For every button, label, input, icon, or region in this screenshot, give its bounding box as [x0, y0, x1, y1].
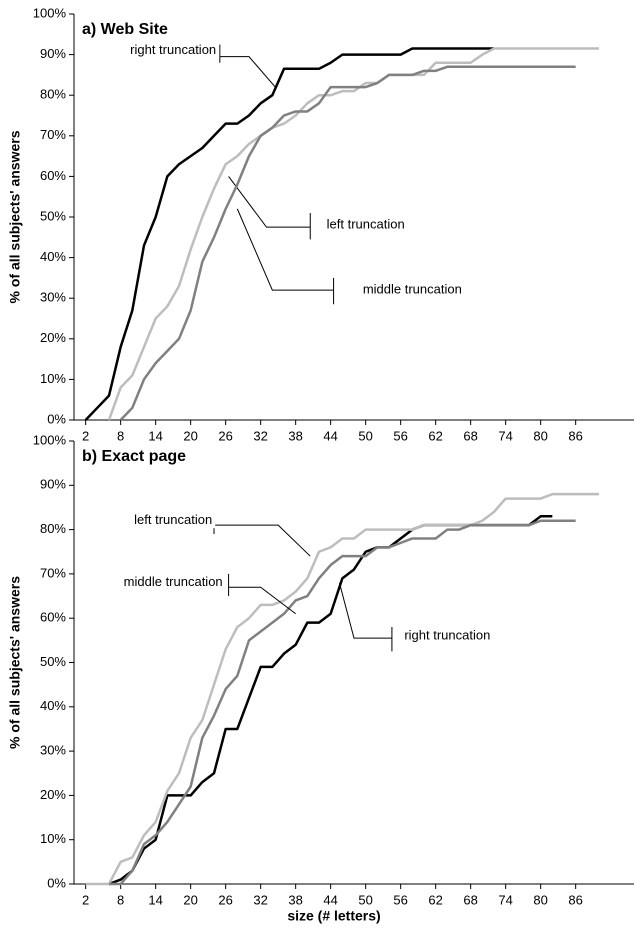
series-line — [85, 492, 599, 886]
x-tick-label: 14 — [148, 892, 162, 907]
y-tick-label: 100% — [33, 5, 67, 20]
y-tick-label: 10% — [40, 371, 66, 386]
x-tick-label: 26 — [218, 428, 232, 443]
x-tick-label: 56 — [393, 428, 407, 443]
x-tick-label: 74 — [498, 892, 512, 907]
x-tick-label: 26 — [218, 892, 232, 907]
series-line — [108, 515, 553, 886]
series-line — [107, 47, 599, 421]
series-line — [109, 519, 576, 886]
chart-title: a) Web Site — [82, 21, 168, 38]
x-tick-label: 62 — [428, 892, 442, 907]
annotation-leader — [213, 511, 311, 557]
x-tick-label: 68 — [463, 428, 477, 443]
y-tick-label: 50% — [40, 208, 66, 223]
annotation-label: middle truncation — [363, 282, 462, 297]
x-tick-label: 86 — [568, 428, 582, 443]
annotation-label: left truncation — [327, 217, 405, 232]
x-tick-label: 50 — [358, 428, 372, 443]
y-tick-label: 80% — [40, 521, 66, 536]
x-tick-label: 80 — [533, 428, 547, 443]
x-tick-label: 44 — [323, 428, 337, 443]
y-tick-label: 40% — [40, 249, 66, 264]
series-line — [119, 65, 576, 421]
y-tick-label: 70% — [40, 565, 66, 580]
x-tick-label: 14 — [148, 428, 162, 443]
y-tick-label: 20% — [40, 330, 66, 345]
x-axis-title: size (# letters) — [287, 908, 380, 924]
y-tick-label: 60% — [40, 168, 66, 183]
annotation-label: left truncation — [134, 512, 212, 527]
x-tick-label: 50 — [358, 892, 372, 907]
x-tick-label: 38 — [288, 428, 302, 443]
y-axis-title: % of all subjects' answers — [7, 576, 23, 749]
annotation-leader — [236, 208, 335, 305]
x-tick-label: 38 — [288, 892, 302, 907]
x-tick-label: 56 — [393, 892, 407, 907]
y-tick-label: 30% — [40, 290, 66, 305]
annotation-background — [323, 215, 408, 233]
x-tick-label: 8 — [117, 428, 124, 443]
y-tick-label: 60% — [40, 610, 66, 625]
y-tick-label: 70% — [40, 127, 66, 142]
x-tick-label: 32 — [253, 428, 267, 443]
annotation-label: right truncation — [130, 42, 216, 57]
annotation-label: right truncation — [404, 627, 490, 642]
y-tick-label: 30% — [40, 743, 66, 758]
x-tick-label: 32 — [253, 892, 267, 907]
annotation-label: middle truncation — [124, 574, 223, 589]
y-tick-label: 90% — [40, 46, 66, 61]
annotation-background — [359, 280, 465, 298]
x-tick-label: 86 — [568, 892, 582, 907]
annotation-background — [127, 40, 220, 58]
y-tick-label: 0% — [47, 875, 66, 890]
y-tick-label: 0% — [47, 411, 66, 426]
x-tick-label: 20 — [183, 892, 197, 907]
y-tick-label: 20% — [40, 787, 66, 802]
x-tick-label: 8 — [117, 892, 124, 907]
x-tick-label: 20 — [183, 428, 197, 443]
annotation-leader — [228, 176, 311, 240]
x-tick-label: 44 — [323, 892, 337, 907]
y-tick-label: 80% — [40, 87, 66, 102]
series-line — [84, 47, 494, 421]
y-tick-label: 40% — [40, 698, 66, 713]
y-tick-label: 100% — [33, 432, 67, 447]
y-tick-label: 90% — [40, 477, 66, 492]
y-axis-title: % of all subjects' answers — [7, 130, 23, 303]
annotation-background — [401, 626, 494, 644]
annotation-leader — [228, 573, 296, 615]
x-tick-label: 80 — [533, 892, 547, 907]
y-tick-label: 10% — [40, 831, 66, 846]
x-tick-label: 2 — [82, 892, 89, 907]
x-tick-label: 62 — [428, 428, 442, 443]
x-tick-label: 74 — [498, 428, 512, 443]
annotation-background — [131, 511, 216, 529]
annotation-leader — [338, 582, 393, 652]
annotation-leader — [219, 44, 276, 88]
annotation-background — [120, 573, 226, 591]
y-tick-label: 50% — [40, 654, 66, 669]
chart-title: b) Exact page — [82, 448, 186, 465]
x-tick-label: 68 — [463, 892, 477, 907]
x-tick-label: 2 — [82, 428, 89, 443]
